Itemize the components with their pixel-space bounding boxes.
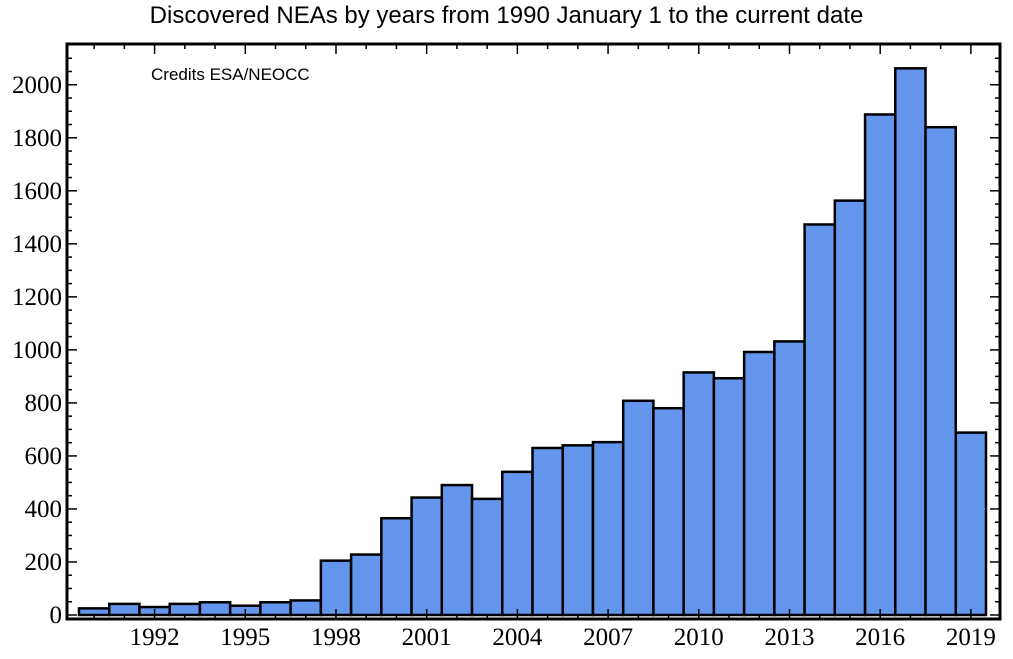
bar-1998	[319, 559, 353, 617]
y-tick-label: 0	[50, 602, 63, 629]
y-tick-label: 600	[25, 443, 63, 470]
ticks-group	[67, 44, 1000, 619]
bar-1999	[349, 553, 383, 617]
bar-2016	[863, 113, 897, 617]
bar-2015	[833, 199, 867, 617]
x-tick-label: 2010	[674, 624, 724, 651]
bar-2011	[712, 377, 746, 617]
credit-label: Credits ESA/NEOCC	[151, 65, 310, 84]
bar-2001	[410, 496, 444, 617]
y-tick-label: 1400	[12, 231, 62, 258]
bar-2004	[501, 470, 534, 617]
bars-group	[77, 67, 988, 617]
x-tick-label: 1998	[311, 624, 361, 651]
bar-2006	[561, 444, 595, 617]
plot-frame	[65, 42, 1002, 621]
bar-2010	[682, 371, 716, 617]
y-tick-label: 2000	[12, 72, 62, 99]
bar-1997	[289, 599, 323, 617]
bar-2014	[803, 223, 837, 617]
bar-2008	[621, 399, 655, 617]
y-tick-label: 800	[25, 390, 63, 417]
tick-labels-group: 0 200 400 600 800 1000 1200 1400 1600 1800 2000 199…	[12, 72, 996, 651]
bar-2005	[531, 446, 564, 617]
y-tick-label: 1600	[12, 178, 62, 205]
bar-1991	[107, 602, 141, 617]
x-tick-label: 1992	[130, 624, 180, 651]
x-tick-label: 2019	[946, 624, 996, 651]
bar-2018	[924, 125, 958, 617]
bar-2000	[380, 516, 413, 617]
y-tick-label: 1000	[12, 337, 62, 364]
bar-2019	[954, 431, 988, 617]
y-tick-label: 1800	[12, 125, 62, 152]
bar-1996	[259, 601, 292, 617]
bar-1993	[168, 602, 202, 617]
bar-2012	[742, 350, 776, 617]
y-tick-label: 1200	[12, 284, 62, 311]
x-tick-label: 2001	[402, 624, 452, 651]
bar-2009	[652, 406, 685, 617]
x-tick-label: 2016	[855, 624, 905, 651]
x-tick-label: 2007	[583, 624, 633, 651]
bar-2013	[773, 340, 806, 617]
x-tick-label: 2013	[764, 624, 814, 651]
bar-2002	[440, 483, 474, 617]
y-tick-label: 200	[25, 549, 63, 576]
chart-title: Discovered NEAs by years from 1990 Janua…	[149, 2, 864, 29]
x-tick-label: 2004	[492, 624, 543, 651]
bar-2017	[894, 67, 927, 617]
bar-1994	[198, 601, 232, 617]
bar-2003	[470, 497, 504, 617]
x-tick-label: 1995	[220, 624, 270, 651]
bar-2007	[591, 440, 625, 617]
y-tick-label: 400	[25, 496, 63, 523]
